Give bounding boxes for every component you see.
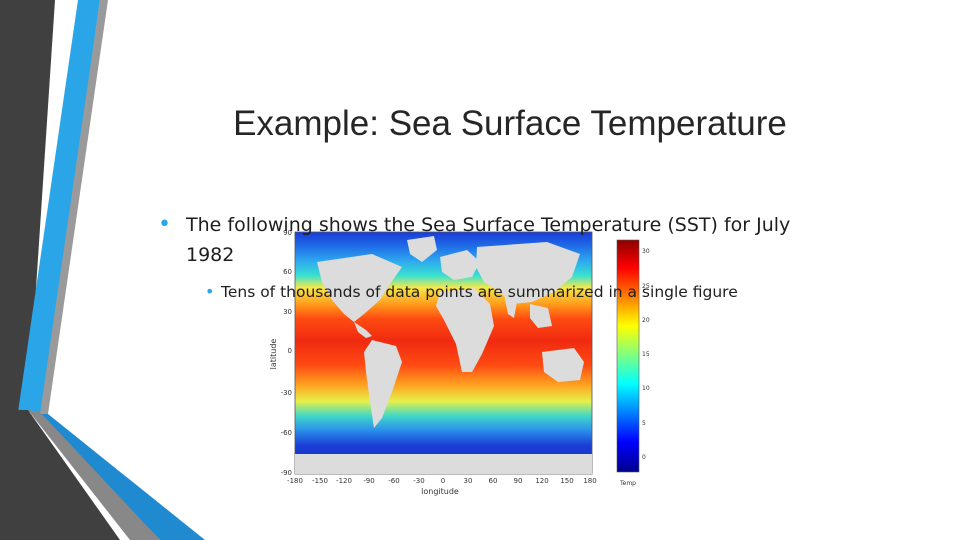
y-tick-label: 30 — [283, 308, 292, 316]
y-tick-label: -60 — [281, 429, 292, 437]
x-tick-label: -90 — [363, 477, 374, 485]
land-asia — [476, 242, 580, 304]
x-tick-label: 180 — [583, 477, 596, 485]
x-axis: -180 -150 -120 -90 -60 -30 0 30 60 90 12… — [287, 477, 597, 485]
x-tick-label: 0 — [441, 477, 445, 485]
y-tick-label: -90 — [281, 469, 292, 477]
deco-gray-stripe — [40, 0, 108, 414]
land-europe — [440, 250, 480, 280]
bullet-dot-icon: • — [205, 282, 215, 301]
colorbar-tick-label: 5 — [642, 420, 646, 427]
colorbar-tick-label: 0 — [642, 454, 646, 461]
slide-title: Example: Sea Surface Temperature — [233, 104, 787, 143]
land-southeast-asia — [530, 304, 552, 328]
land-greenland — [407, 236, 437, 262]
deco-bottom-dark — [0, 410, 120, 540]
x-tick-label: -180 — [287, 477, 303, 485]
y-tick-label: -30 — [281, 389, 292, 397]
x-tick-label: 150 — [560, 477, 573, 485]
colorbar-ticks: 30 25 20 15 10 5 0 — [642, 248, 650, 461]
y-tick-label: 60 — [283, 268, 292, 276]
sst-heatmap-chart: 90 60 30 0 -30 -60 -90 latitude -180 -15… — [269, 229, 650, 496]
land-australia — [542, 348, 584, 382]
x-tick-label: -30 — [413, 477, 424, 485]
land-india — [504, 294, 518, 318]
land-central-america — [354, 322, 372, 338]
land-north-america — [317, 254, 402, 322]
colorbar-tick-label: 10 — [642, 385, 650, 392]
y-tick-label: 90 — [283, 229, 292, 237]
colorbar-label: Temp — [619, 480, 636, 487]
colorbar-tick-label: 30 — [642, 248, 650, 255]
deco-dark-stripe — [0, 0, 55, 410]
x-tick-label: 30 — [464, 477, 473, 485]
land-masses — [295, 236, 592, 474]
deco-bottom-blue — [38, 414, 205, 540]
bullet-text: The following shows the Sea Surface Temp… — [186, 214, 791, 266]
colorbar-tick-label: 25 — [642, 283, 650, 290]
x-tick-label: 90 — [514, 477, 523, 485]
colorbar-tick-label: 20 — [642, 317, 650, 324]
bullet-level-2: • Tens of thousands of data points are s… — [205, 280, 825, 304]
land-antarctica — [295, 454, 592, 474]
colorbar — [616, 239, 640, 473]
bullet-text: Tens of thousands of data points are sum… — [221, 283, 738, 301]
x-tick-label: -150 — [312, 477, 328, 485]
bullet-dot-icon: • — [158, 212, 171, 237]
x-tick-label: 60 — [489, 477, 498, 485]
bullet-level-1: • The following shows the Sea Surface Te… — [158, 210, 808, 270]
deco-blue-stripe — [18, 0, 100, 412]
y-tick-label: 0 — [288, 347, 292, 355]
deco-bottom-gray — [28, 410, 160, 540]
x-axis-label: longitude — [421, 487, 459, 496]
y-axis: 90 60 30 0 -30 -60 -90 — [281, 229, 292, 477]
colorbar-tick-label: 15 — [642, 351, 650, 358]
land-africa — [436, 288, 494, 372]
y-axis-label: latitude — [269, 339, 278, 370]
x-tick-label: -120 — [336, 477, 352, 485]
x-tick-label: 120 — [535, 477, 548, 485]
x-tick-label: -60 — [388, 477, 399, 485]
land-south-america — [364, 340, 402, 428]
